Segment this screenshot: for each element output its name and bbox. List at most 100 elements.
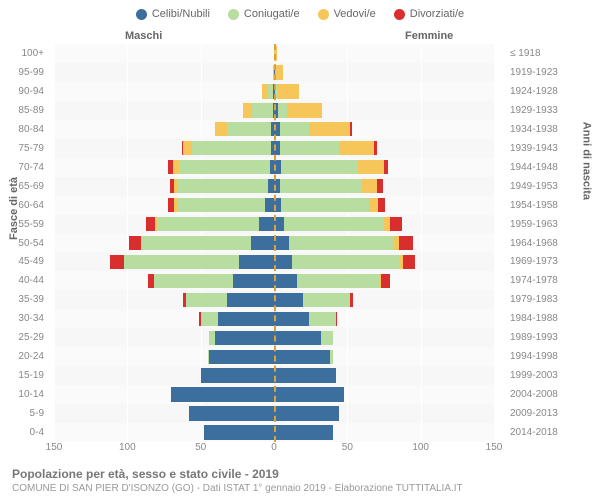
male-bar (208, 350, 274, 364)
male-bar (199, 312, 274, 326)
male-bar (146, 217, 274, 231)
x-axis: 15010050050100150 (54, 442, 494, 458)
bar-segment-single (201, 368, 274, 382)
male-bar (148, 274, 274, 288)
bar-segment-widowed (362, 179, 377, 193)
bar-segment-divorced (374, 141, 377, 155)
age-label: 80-84 (0, 120, 50, 139)
bar-segment-married (330, 350, 333, 364)
chart-source: COMUNE DI SAN PIER D'ISONZO (GO) - Dati … (12, 483, 588, 494)
bar-segment-divorced (110, 255, 125, 269)
age-label: 20-24 (0, 347, 50, 366)
bar-segment-single (274, 368, 336, 382)
bar-segment-single (239, 255, 274, 269)
year-label: 2004-2008 (504, 385, 600, 404)
female-bar (274, 160, 388, 174)
male-bar (168, 160, 274, 174)
male-bar (215, 122, 274, 136)
female-bar (274, 350, 333, 364)
year-label: 1999-2003 (504, 366, 600, 385)
x-tick-label: 100 (412, 442, 429, 453)
bar-segment-married (278, 103, 287, 117)
year-label: 1924-1928 (504, 82, 600, 101)
chart-title: Popolazione per età, sesso e stato civil… (12, 467, 588, 481)
bar-segment-divorced (381, 274, 390, 288)
bar-segment-married (292, 255, 401, 269)
x-tick-label: 50 (195, 442, 206, 453)
age-label: 0-4 (0, 423, 50, 442)
bar-segment-single (274, 274, 297, 288)
y-axis-age-labels: 100+95-9990-9485-8980-8475-7970-7465-696… (0, 44, 50, 442)
bar-segment-married (252, 103, 273, 117)
bar-segment-married (280, 122, 309, 136)
age-label: 65-69 (0, 177, 50, 196)
female-bar (274, 406, 339, 420)
age-label: 75-79 (0, 139, 50, 158)
legend: Celibi/NubiliConiugati/eVedovi/eDivorzia… (0, 0, 600, 24)
male-bar (171, 387, 274, 401)
x-tick-label: 0 (271, 442, 277, 453)
year-label: 2009-2013 (504, 404, 600, 423)
age-label: 100+ (0, 44, 50, 63)
year-label: 1984-1988 (504, 309, 600, 328)
bar-segment-widowed (275, 65, 282, 79)
year-label: 1949-1953 (504, 177, 600, 196)
bar-segment-single (274, 425, 333, 439)
bar-segment-single (204, 425, 274, 439)
bar-segment-divorced (378, 198, 385, 212)
age-label: 95-99 (0, 63, 50, 82)
bar-segment-widowed (309, 122, 350, 136)
legend-swatch (318, 9, 329, 20)
legend-label: Vedovi/e (334, 8, 376, 20)
age-label: 15-19 (0, 366, 50, 385)
male-bar (168, 198, 274, 212)
age-label: 55-59 (0, 215, 50, 234)
bar-segment-divorced (146, 217, 155, 231)
y-axis-year-labels: ≤ 19181919-19231924-19281929-19331934-19… (504, 44, 600, 442)
year-label: 2014-2018 (504, 423, 600, 442)
male-bar (243, 103, 274, 117)
x-tick-label: 100 (119, 442, 136, 453)
year-label: 1974-1978 (504, 271, 600, 290)
male-bar (129, 236, 274, 250)
male-bar (183, 293, 274, 307)
bar-segment-married (157, 217, 260, 231)
bar-segment-single (274, 255, 292, 269)
female-bar (274, 198, 385, 212)
year-label: 1959-1963 (504, 215, 600, 234)
female-bar (274, 255, 415, 269)
bar-segment-widowed (358, 160, 384, 174)
female-bar (274, 425, 333, 439)
bar-segment-married (280, 141, 339, 155)
bar-segment-married (124, 255, 238, 269)
year-label: 1994-1998 (504, 347, 600, 366)
year-label: ≤ 1918 (504, 44, 600, 63)
bar-segment-single (171, 387, 274, 401)
legend-label: Celibi/Nubili (152, 8, 210, 20)
age-label: 10-14 (0, 385, 50, 404)
male-bar (189, 406, 274, 420)
grid-line (494, 44, 495, 442)
male-bar (110, 255, 274, 269)
bar-segment-married (186, 293, 227, 307)
bar-segment-single (227, 293, 274, 307)
center-axis-line (274, 44, 276, 442)
legend-item: Celibi/Nubili (136, 8, 210, 20)
header-male: Maschi (125, 30, 162, 42)
bar-segment-single (274, 293, 303, 307)
bar-segment-married (177, 198, 265, 212)
bar-segment-married (303, 293, 350, 307)
age-label: 35-39 (0, 290, 50, 309)
male-bar (204, 425, 274, 439)
male-bar (182, 141, 274, 155)
year-label: 1929-1933 (504, 101, 600, 120)
bar-segment-widowed (278, 84, 299, 98)
bar-segment-widowed (215, 122, 227, 136)
female-bar (274, 217, 402, 231)
bar-segment-single (209, 350, 274, 364)
age-label: 60-64 (0, 196, 50, 215)
header-female: Femmine (405, 30, 453, 42)
female-bar (274, 293, 353, 307)
legend-label: Coniugati/e (244, 8, 300, 20)
bar-segment-married (297, 274, 379, 288)
